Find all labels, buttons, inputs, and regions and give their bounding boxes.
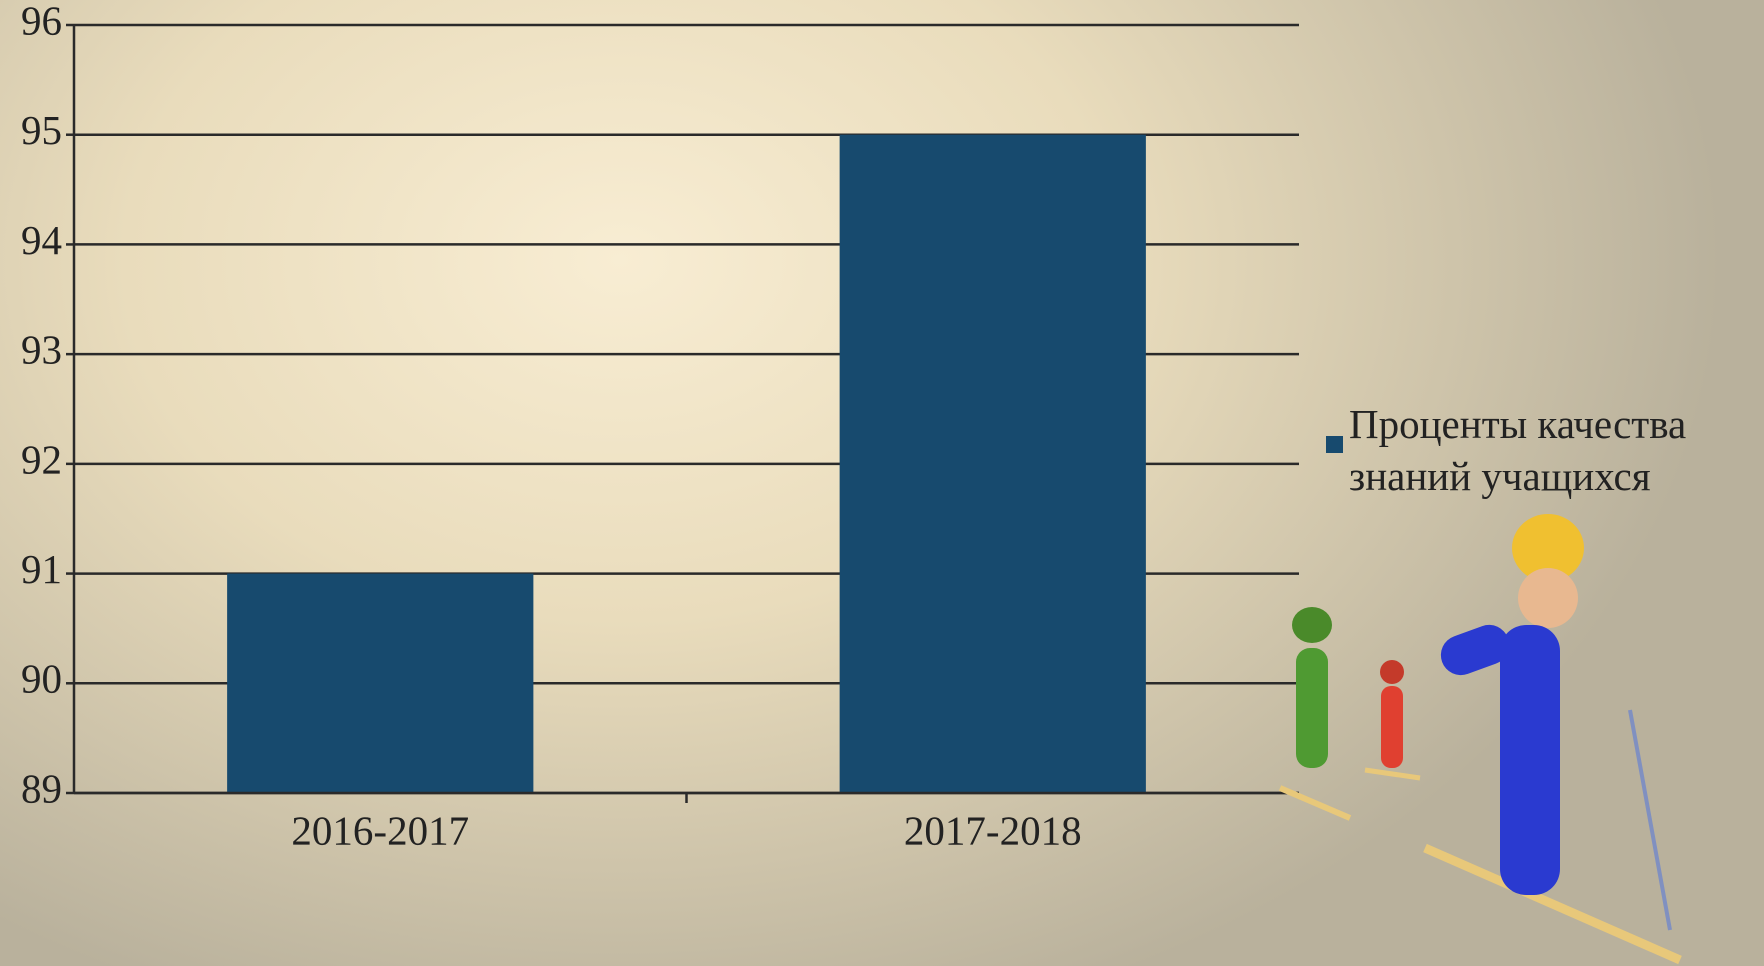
legend-swatch [1326,436,1343,453]
skiers-decoration [1280,514,1680,960]
x-tick-label: 2017-2018 [904,807,1082,853]
bar [227,574,533,793]
y-tick-label: 92 [21,436,62,482]
y-tick-label: 90 [21,656,62,702]
legend: Проценты качества знаний учащихся [1326,398,1756,502]
y-tick-label: 89 [21,765,62,811]
y-tick-label: 93 [21,327,62,373]
page: {"chart_data": {"type": "bar", "categori… [0,0,1764,966]
y-tick-label: 96 [21,0,62,43]
y-tick-label: 94 [21,217,62,263]
bar [840,135,1146,793]
legend-label: Проценты качества знаний учащихся [1349,398,1756,502]
y-tick-label: 95 [21,107,62,153]
y-tick-label: 91 [21,546,62,592]
x-tick-label: 2016-2017 [291,807,469,853]
